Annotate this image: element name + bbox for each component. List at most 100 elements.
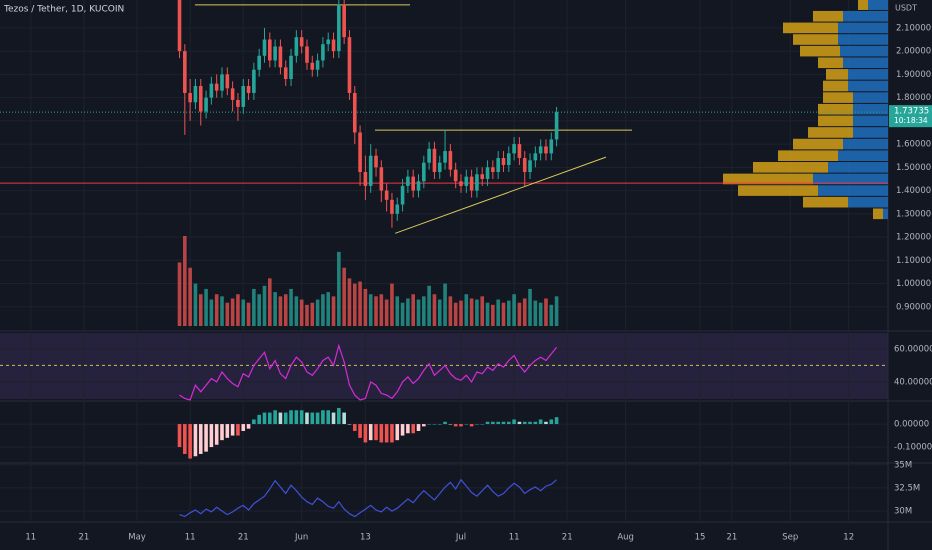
histogram-bar [321, 410, 325, 425]
histogram-bar [443, 421, 447, 425]
candle-body [538, 146, 543, 154]
profile-down [840, 45, 888, 57]
candle-body [352, 92, 357, 133]
volume-bar [549, 304, 554, 326]
profile-up [823, 80, 848, 92]
histogram-bar [283, 412, 288, 425]
histogram-bar [278, 412, 283, 425]
price-tag [889, 105, 932, 128]
histogram-bar [517, 421, 522, 425]
histogram-bar [198, 424, 203, 454]
candle-body [214, 83, 219, 91]
volume-bar [448, 296, 453, 326]
x-tick-label: 21 [78, 533, 89, 543]
x-tick-label: 21 [562, 533, 573, 543]
profile-down [853, 103, 888, 115]
profile-down [848, 80, 888, 92]
candle-body [485, 167, 490, 179]
x-tick-label: Jun [294, 533, 308, 543]
y-tick-label: 1.30000 [896, 209, 931, 219]
volume-bar [491, 304, 495, 326]
candle-body [453, 169, 458, 182]
candle-body [517, 144, 522, 159]
y-tick-label: 1.80000 [896, 93, 931, 103]
volume-bar [352, 283, 357, 326]
profile-down [848, 69, 888, 80]
volume-bar [262, 285, 267, 326]
histogram-bar [267, 412, 272, 425]
volume-bar [533, 300, 538, 326]
candle-body [236, 99, 240, 107]
volume-bar [347, 278, 352, 326]
profile-down [838, 150, 888, 162]
volume-bar [469, 298, 474, 326]
histogram-bar [374, 424, 378, 441]
volume-bar [252, 288, 256, 326]
volume-bar [406, 298, 410, 326]
volume-bar [236, 294, 240, 326]
volume-bar [230, 298, 235, 326]
candle-body [480, 174, 485, 179]
candle-body [257, 55, 261, 70]
trend-line [394, 156, 607, 234]
volume-bar [480, 296, 485, 326]
histogram-bar [252, 419, 256, 425]
x-tick-label: 11 [185, 533, 196, 543]
volume-bar [496, 299, 500, 326]
histogram-bar [230, 424, 235, 436]
candle-body [549, 139, 554, 154]
volume-bar [204, 288, 208, 326]
x-tick-label: Aug [617, 533, 634, 543]
histogram-bar [554, 417, 559, 425]
volume-bar [315, 299, 320, 326]
candle-body [209, 83, 214, 98]
volume-bar [209, 299, 214, 326]
profile-up [783, 22, 838, 34]
indicator-line [179, 343, 558, 401]
volume-bar [241, 299, 246, 326]
volume-bar [193, 283, 198, 326]
y-tick-label: 1.40000 [896, 186, 931, 196]
histogram-bar [475, 424, 479, 425]
histogram-bar [427, 424, 431, 425]
volume-bar [411, 294, 415, 326]
volume-bar [198, 294, 203, 326]
histogram-bar [522, 421, 527, 425]
histogram-bar [485, 421, 490, 425]
candle-body [432, 148, 437, 172]
volume-bar [214, 294, 219, 326]
x-tick-label: 21 [726, 533, 737, 543]
volume-bar [554, 296, 559, 326]
volume-bar [443, 283, 447, 326]
histogram-bar [379, 424, 384, 443]
y-tick-label: 30M [894, 506, 912, 516]
volume-bar [188, 267, 192, 326]
candle-body [315, 60, 320, 70]
histogram-bar [294, 410, 299, 425]
volume-bar [432, 294, 437, 326]
y-tick-label: 1.50000 [896, 163, 931, 173]
profile-down [883, 208, 888, 220]
histogram-bar [422, 424, 426, 427]
histogram-bar [363, 424, 368, 443]
histogram-bar [246, 424, 251, 429]
drawings [0, 4, 888, 234]
histogram-bar [416, 424, 421, 431]
volume-bar [294, 296, 299, 326]
candle-body [310, 62, 315, 70]
volume-profile [723, 0, 888, 220]
volume-bar [342, 267, 346, 326]
volume-bar [326, 292, 331, 326]
histogram-bar [347, 424, 352, 425]
histogram-bar [390, 424, 394, 443]
histogram-bar [257, 414, 261, 425]
volume-bar [437, 299, 442, 326]
volume-bar [512, 294, 516, 326]
y-tick-label: 1.00000 [896, 279, 931, 289]
volume-bar [416, 299, 421, 326]
volume-bar [485, 302, 490, 326]
y-tick-label: 0.00000 [894, 420, 929, 430]
candle-body [469, 176, 474, 191]
